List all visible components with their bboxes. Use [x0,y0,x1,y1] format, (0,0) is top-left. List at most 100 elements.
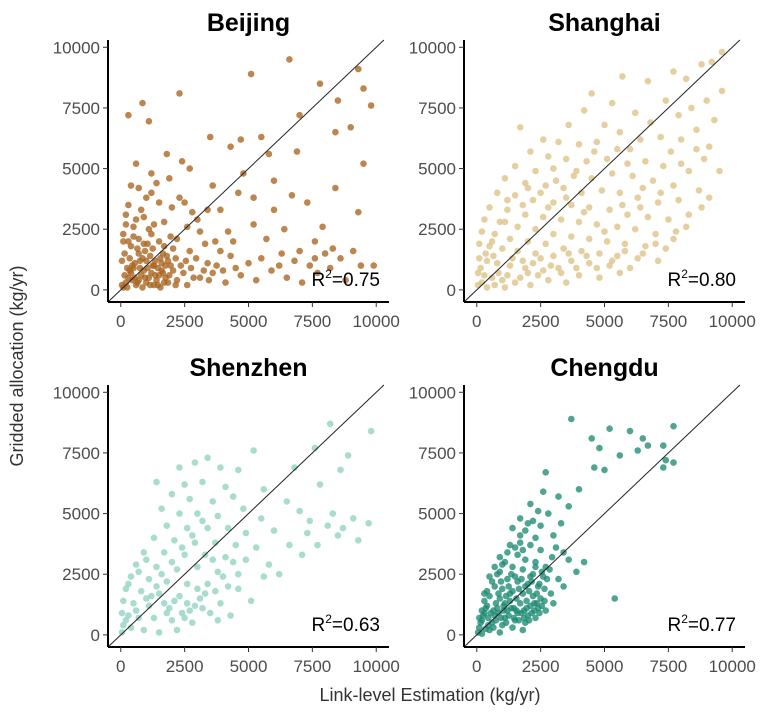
data-point [222,483,229,491]
data-point [143,595,150,602]
data-point [242,529,250,537]
data-point [606,425,613,433]
data-point [499,585,506,593]
data-point [522,556,529,563]
points-shenzhen [118,420,375,636]
data-point [529,196,537,204]
data-point [703,97,710,104]
data-point [132,561,140,568]
data-point [538,602,546,610]
data-point [332,184,339,192]
data-point [495,269,502,277]
data-point [349,515,357,522]
data-point [506,235,514,243]
data-point [476,254,483,262]
data-point [488,274,496,282]
data-point [258,515,265,522]
data-point [154,264,162,272]
data-point [536,580,543,588]
data-point [140,626,148,634]
data-point [178,158,186,165]
panel-shanghai: Shanghai 0 2500 5000 7500 10000 0 2500 5000 7500 1… [409,9,756,331]
data-point [483,257,491,265]
data-point [355,208,362,216]
data-point [675,111,682,119]
y-tick-label: 7500 [418,444,456,463]
data-point [539,488,547,496]
data-point [209,556,216,563]
data-point [522,211,529,218]
data-point [201,240,209,248]
data-point [217,206,224,214]
data-point [497,578,505,585]
data-point [347,124,355,131]
data-point [496,629,504,636]
data-point [501,218,509,226]
panel-beijing: Beijing 0 2500 5000 7500 10000 0 2500 5000 7500 10… [53,9,400,331]
data-point [557,269,565,277]
data-point [329,245,337,252]
data-point [194,585,201,593]
data-point [626,145,634,153]
data-point [662,97,670,104]
data-point [229,493,237,500]
data-point [490,252,497,260]
data-point [140,213,148,221]
data-point [178,609,186,617]
data-point [125,580,132,588]
data-point [298,551,306,559]
data-point [527,541,534,549]
data-point [616,269,624,277]
y-tick-label: 10000 [53,38,100,57]
data-point [529,259,537,267]
data-point [550,230,557,238]
data-point [286,541,293,549]
y-tick-label: 5000 [418,160,456,179]
data-point [575,141,583,148]
data-point [487,609,495,617]
data-point [518,609,525,617]
data-point [580,107,588,114]
data-point [509,624,516,631]
data-point [173,235,181,243]
data-point [537,522,544,529]
data-point [232,541,239,549]
data-point [537,254,544,262]
data-point [662,456,670,464]
data-point [169,267,177,274]
data-point [677,160,685,167]
data-point [578,189,585,197]
data-point [532,614,539,622]
data-point [483,284,491,291]
data-point [370,262,378,269]
data-point [502,619,510,626]
data-point [245,259,252,267]
data-point [578,247,585,255]
data-point [205,276,213,284]
data-point [565,556,572,563]
data-point [626,264,634,272]
data-point [130,600,137,607]
data-point [260,573,268,580]
data-point [519,626,527,634]
data-point [134,245,141,252]
data-point [176,592,183,600]
data-point [304,529,311,537]
data-point [129,262,136,269]
data-point [647,119,654,126]
data-point [662,245,670,252]
data-point [504,549,511,556]
data-point [270,527,278,534]
points-shanghai [474,48,726,291]
data-point [501,284,509,291]
data-point [141,247,149,255]
r-squared-value: =0.77 [688,615,736,636]
x-tick-label: 7500 [649,657,687,676]
data-point [688,104,695,112]
data-point [222,279,229,286]
data-point [542,469,549,476]
r-squared-symbol: R [668,615,682,636]
data-point [217,600,224,607]
data-point [541,597,548,605]
data-point [532,558,539,566]
